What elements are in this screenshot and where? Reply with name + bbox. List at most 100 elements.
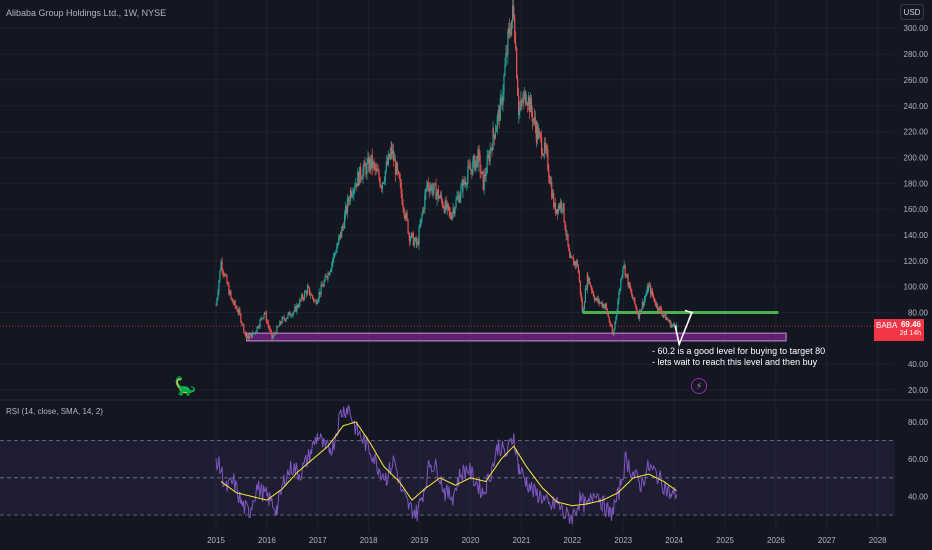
candle-body	[333, 253, 335, 260]
candle-body	[665, 313, 667, 321]
projection-arrowhead	[684, 309, 694, 320]
candle-body	[341, 227, 343, 238]
candle-body	[671, 324, 674, 326]
candle-body	[457, 195, 459, 198]
candle-body	[397, 171, 400, 174]
candle-body	[581, 311, 584, 312]
currency-button[interactable]: USD	[900, 4, 924, 20]
candle-body	[407, 219, 409, 233]
rsi-ma-line	[220, 421, 677, 507]
candle-body	[530, 98, 532, 112]
rsi-indicator-label[interactable]: RSI (14, close, SMA, 14, 2)	[6, 407, 103, 416]
candle-body	[449, 213, 451, 218]
candle-body	[423, 208, 425, 210]
candle-body	[225, 274, 227, 276]
candle-body	[495, 127, 497, 133]
candle-body	[302, 294, 304, 299]
candle-body	[613, 329, 615, 336]
candle-body	[346, 198, 349, 213]
last-price-tag: BABA 69.46 2d 14h	[874, 319, 924, 341]
candle-body	[559, 202, 561, 209]
candle-body	[329, 271, 331, 275]
candle-body	[563, 203, 565, 222]
candle-body	[534, 117, 536, 127]
candle-body	[369, 158, 371, 171]
candle-body	[532, 119, 534, 122]
candle-body	[396, 163, 399, 172]
time-tick-label: 2019	[411, 536, 429, 545]
candle-body	[355, 183, 357, 188]
candle-body	[604, 303, 606, 307]
candle-body	[408, 232, 410, 235]
candle-body	[576, 260, 578, 266]
candle-body	[666, 318, 668, 321]
candle-body	[322, 286, 324, 288]
candle-body	[434, 183, 436, 185]
candle-body	[529, 98, 532, 113]
candle-body	[218, 280, 220, 293]
candle-body	[321, 284, 323, 287]
candle-body	[285, 318, 287, 321]
candle-body	[642, 301, 644, 306]
candle-body	[221, 261, 223, 271]
candle-body	[572, 257, 574, 259]
candle-body	[519, 107, 521, 112]
candle-body	[517, 78, 519, 96]
candle-body	[357, 172, 359, 187]
candle-body	[635, 304, 637, 308]
candle-body	[339, 235, 341, 238]
price-tick-label: 260.00	[904, 76, 929, 85]
candle-body	[263, 314, 265, 319]
candle-body	[611, 325, 613, 333]
candle-body	[391, 146, 393, 154]
candle-body	[600, 302, 602, 304]
candle-body	[640, 308, 643, 313]
candle-body	[574, 261, 576, 266]
candle-body	[250, 333, 253, 338]
candle-body	[244, 332, 246, 333]
candle-body	[536, 125, 538, 140]
candle-body	[580, 293, 582, 300]
candle-body	[375, 168, 377, 170]
candle-body	[310, 294, 313, 296]
price-tick-label: 180.00	[904, 179, 929, 188]
time-tick-label: 2024	[665, 536, 683, 545]
candle-body	[672, 323, 675, 325]
price-axis: 300.00 280.00 260.00 240.00 220.00 200.00 180.…	[904, 24, 929, 395]
candle-body	[307, 285, 309, 287]
candle-body	[326, 276, 328, 279]
candle-body	[505, 53, 507, 66]
candle-body	[236, 308, 238, 312]
candle-body	[477, 148, 479, 167]
candle-body	[363, 162, 365, 170]
candle-body	[372, 162, 374, 168]
candle-body	[332, 259, 334, 263]
candle-body	[623, 265, 625, 267]
candle-body	[473, 155, 475, 161]
candle-body	[504, 65, 506, 76]
gridlines	[0, 0, 932, 532]
candle-body	[259, 319, 261, 327]
candle-body	[274, 333, 276, 335]
lightning-icon[interactable]: ⚡	[691, 378, 707, 394]
candle-body	[376, 168, 378, 172]
candle-body	[453, 208, 455, 214]
candle-body	[472, 160, 474, 175]
candle-body	[474, 155, 476, 171]
candle-body	[525, 102, 528, 105]
candle-body	[456, 197, 458, 200]
candle-body	[399, 178, 401, 183]
rsi-line	[215, 404, 678, 525]
candle-body	[617, 301, 619, 311]
candle-body	[411, 232, 413, 234]
candle-body	[593, 296, 596, 301]
candle-body	[255, 331, 257, 333]
candle-body	[558, 205, 560, 209]
candle-body	[616, 310, 618, 317]
candle-body	[313, 300, 316, 302]
candle-body	[548, 169, 550, 178]
candle-body	[238, 309, 240, 313]
price-tick-label: 240.00	[904, 102, 929, 111]
candle-body	[247, 335, 250, 339]
